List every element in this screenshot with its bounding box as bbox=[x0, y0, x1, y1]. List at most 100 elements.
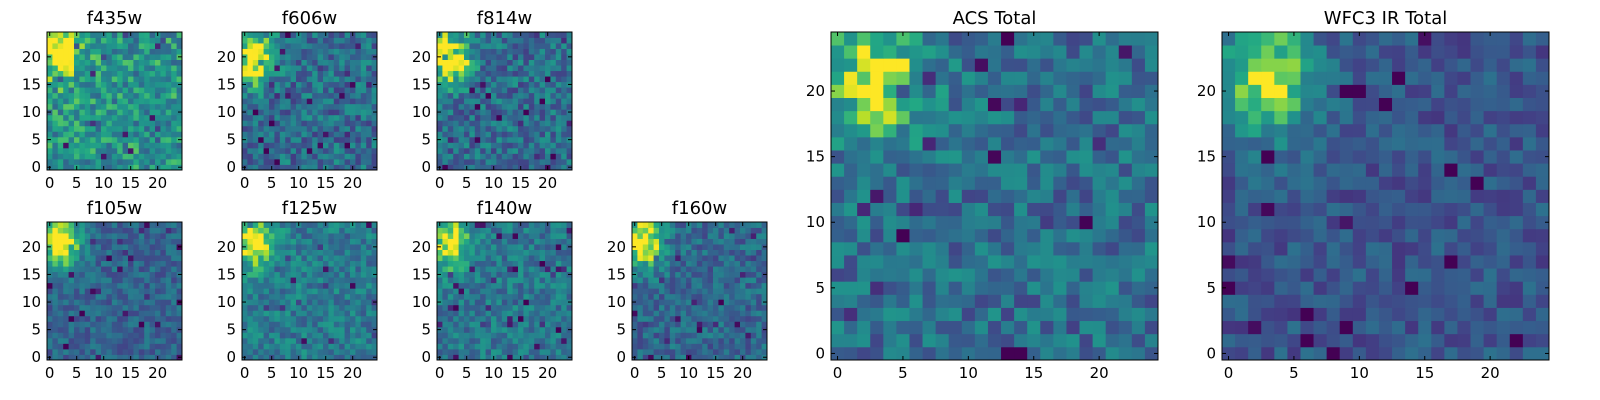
panel-title: f160w bbox=[672, 198, 727, 219]
heatmap-cell bbox=[171, 227, 177, 234]
heatmap-cell bbox=[453, 142, 459, 149]
heatmap-cell bbox=[669, 326, 676, 333]
heatmap-cell bbox=[290, 288, 297, 295]
heatmap-cell bbox=[263, 271, 270, 278]
y-tick-label: 5 bbox=[31, 321, 41, 339]
heatmap-cell bbox=[165, 142, 172, 149]
heatmap-cell bbox=[144, 125, 150, 132]
heatmap-cell bbox=[961, 346, 976, 361]
heatmap-cell bbox=[138, 87, 145, 94]
heatmap-cell bbox=[106, 81, 113, 88]
heatmap-cell bbox=[301, 321, 308, 328]
heatmap-cell bbox=[501, 65, 508, 72]
heatmap-cell bbox=[550, 109, 557, 116]
heatmap-cell bbox=[485, 288, 492, 295]
heatmap-cell bbox=[545, 109, 551, 116]
heatmap-cell bbox=[675, 321, 681, 328]
heatmap-cell bbox=[360, 120, 367, 127]
heatmap-cell bbox=[111, 310, 118, 317]
heatmap-cell bbox=[523, 282, 530, 289]
heatmap-cell bbox=[128, 109, 134, 116]
heatmap-cell bbox=[745, 304, 752, 311]
heatmap-cell bbox=[263, 98, 270, 105]
heatmap-cell bbox=[47, 321, 53, 328]
heatmap-cell bbox=[512, 304, 519, 311]
heatmap-cell bbox=[74, 304, 80, 311]
heatmap-cell bbox=[545, 70, 551, 77]
heatmap-cell bbox=[458, 120, 465, 127]
heatmap-cell bbox=[366, 222, 372, 228]
heatmap-cell bbox=[729, 343, 735, 350]
heatmap-cell bbox=[464, 120, 470, 127]
heatmap-cell bbox=[339, 222, 345, 228]
heatmap-cell bbox=[680, 288, 687, 295]
heatmap-cell bbox=[301, 59, 308, 66]
heatmap-cell bbox=[160, 354, 167, 361]
heatmap-cell bbox=[469, 227, 476, 234]
heatmap-cell bbox=[360, 326, 367, 333]
heatmap-cell bbox=[52, 48, 59, 55]
heatmap-cell bbox=[458, 227, 465, 234]
heatmap-cell bbox=[437, 65, 443, 72]
heatmap-cell bbox=[702, 249, 708, 256]
heatmap-cell bbox=[857, 333, 871, 348]
heatmap-cell bbox=[344, 282, 351, 289]
heatmap-cell bbox=[79, 299, 86, 306]
heatmap-cell bbox=[480, 288, 486, 295]
heatmap-cell bbox=[274, 326, 281, 333]
heatmap-cell bbox=[252, 54, 259, 60]
heatmap-cell bbox=[74, 293, 80, 300]
heatmap-cell bbox=[1105, 202, 1120, 217]
heatmap-cell bbox=[328, 81, 335, 88]
heatmap-cell bbox=[729, 238, 735, 245]
heatmap-cell bbox=[279, 332, 286, 339]
heatmap-cell bbox=[485, 299, 492, 306]
heatmap-cell bbox=[171, 65, 177, 72]
heatmap-cell bbox=[659, 238, 665, 245]
heatmap-cell bbox=[149, 326, 156, 333]
heatmap-cell bbox=[133, 326, 140, 333]
heatmap-cell bbox=[79, 76, 86, 83]
heatmap-cell bbox=[133, 227, 140, 234]
heatmap-cell bbox=[171, 266, 177, 273]
heatmap-cell bbox=[447, 293, 454, 300]
heatmap-cell bbox=[458, 76, 465, 83]
heatmap-cell bbox=[761, 337, 768, 344]
heatmap-cell bbox=[263, 103, 270, 110]
heatmap-cell bbox=[101, 271, 107, 278]
heatmap-cell bbox=[296, 142, 302, 149]
heatmap-cell bbox=[160, 299, 167, 306]
heatmap-cell bbox=[144, 238, 150, 245]
heatmap-cell bbox=[507, 76, 513, 83]
heatmap-cell bbox=[480, 48, 486, 55]
heatmap-cell bbox=[458, 282, 465, 289]
heatmap-cell bbox=[366, 238, 372, 245]
heatmap-cell bbox=[360, 59, 367, 66]
heatmap-cell bbox=[707, 343, 714, 350]
heatmap-cell bbox=[561, 282, 567, 289]
heatmap-cell bbox=[323, 288, 329, 295]
heatmap-cell bbox=[723, 277, 730, 284]
heatmap-cell bbox=[128, 233, 134, 239]
heatmap-cell bbox=[290, 249, 297, 256]
y-tick-label: 10 bbox=[412, 103, 431, 121]
heatmap-cell bbox=[258, 244, 264, 250]
heatmap-cell bbox=[453, 326, 459, 333]
heatmap-cell bbox=[371, 158, 378, 165]
heatmap-cell bbox=[328, 299, 335, 306]
heatmap-cell bbox=[545, 337, 551, 344]
heatmap-cell bbox=[285, 131, 291, 138]
heatmap-cell bbox=[128, 227, 134, 234]
heatmap-cell bbox=[155, 87, 161, 94]
heatmap-cell bbox=[285, 304, 291, 311]
heatmap-cell bbox=[464, 238, 470, 245]
heatmap-cell bbox=[696, 266, 703, 273]
heatmap-cell bbox=[57, 48, 64, 55]
heatmap-cell bbox=[306, 332, 313, 339]
heatmap-cell bbox=[447, 266, 454, 273]
heatmap-cell bbox=[523, 120, 530, 127]
heatmap-cell bbox=[366, 43, 372, 49]
heatmap-cell bbox=[171, 43, 177, 49]
heatmap-cell bbox=[512, 153, 519, 160]
heatmap-cell bbox=[312, 266, 318, 273]
